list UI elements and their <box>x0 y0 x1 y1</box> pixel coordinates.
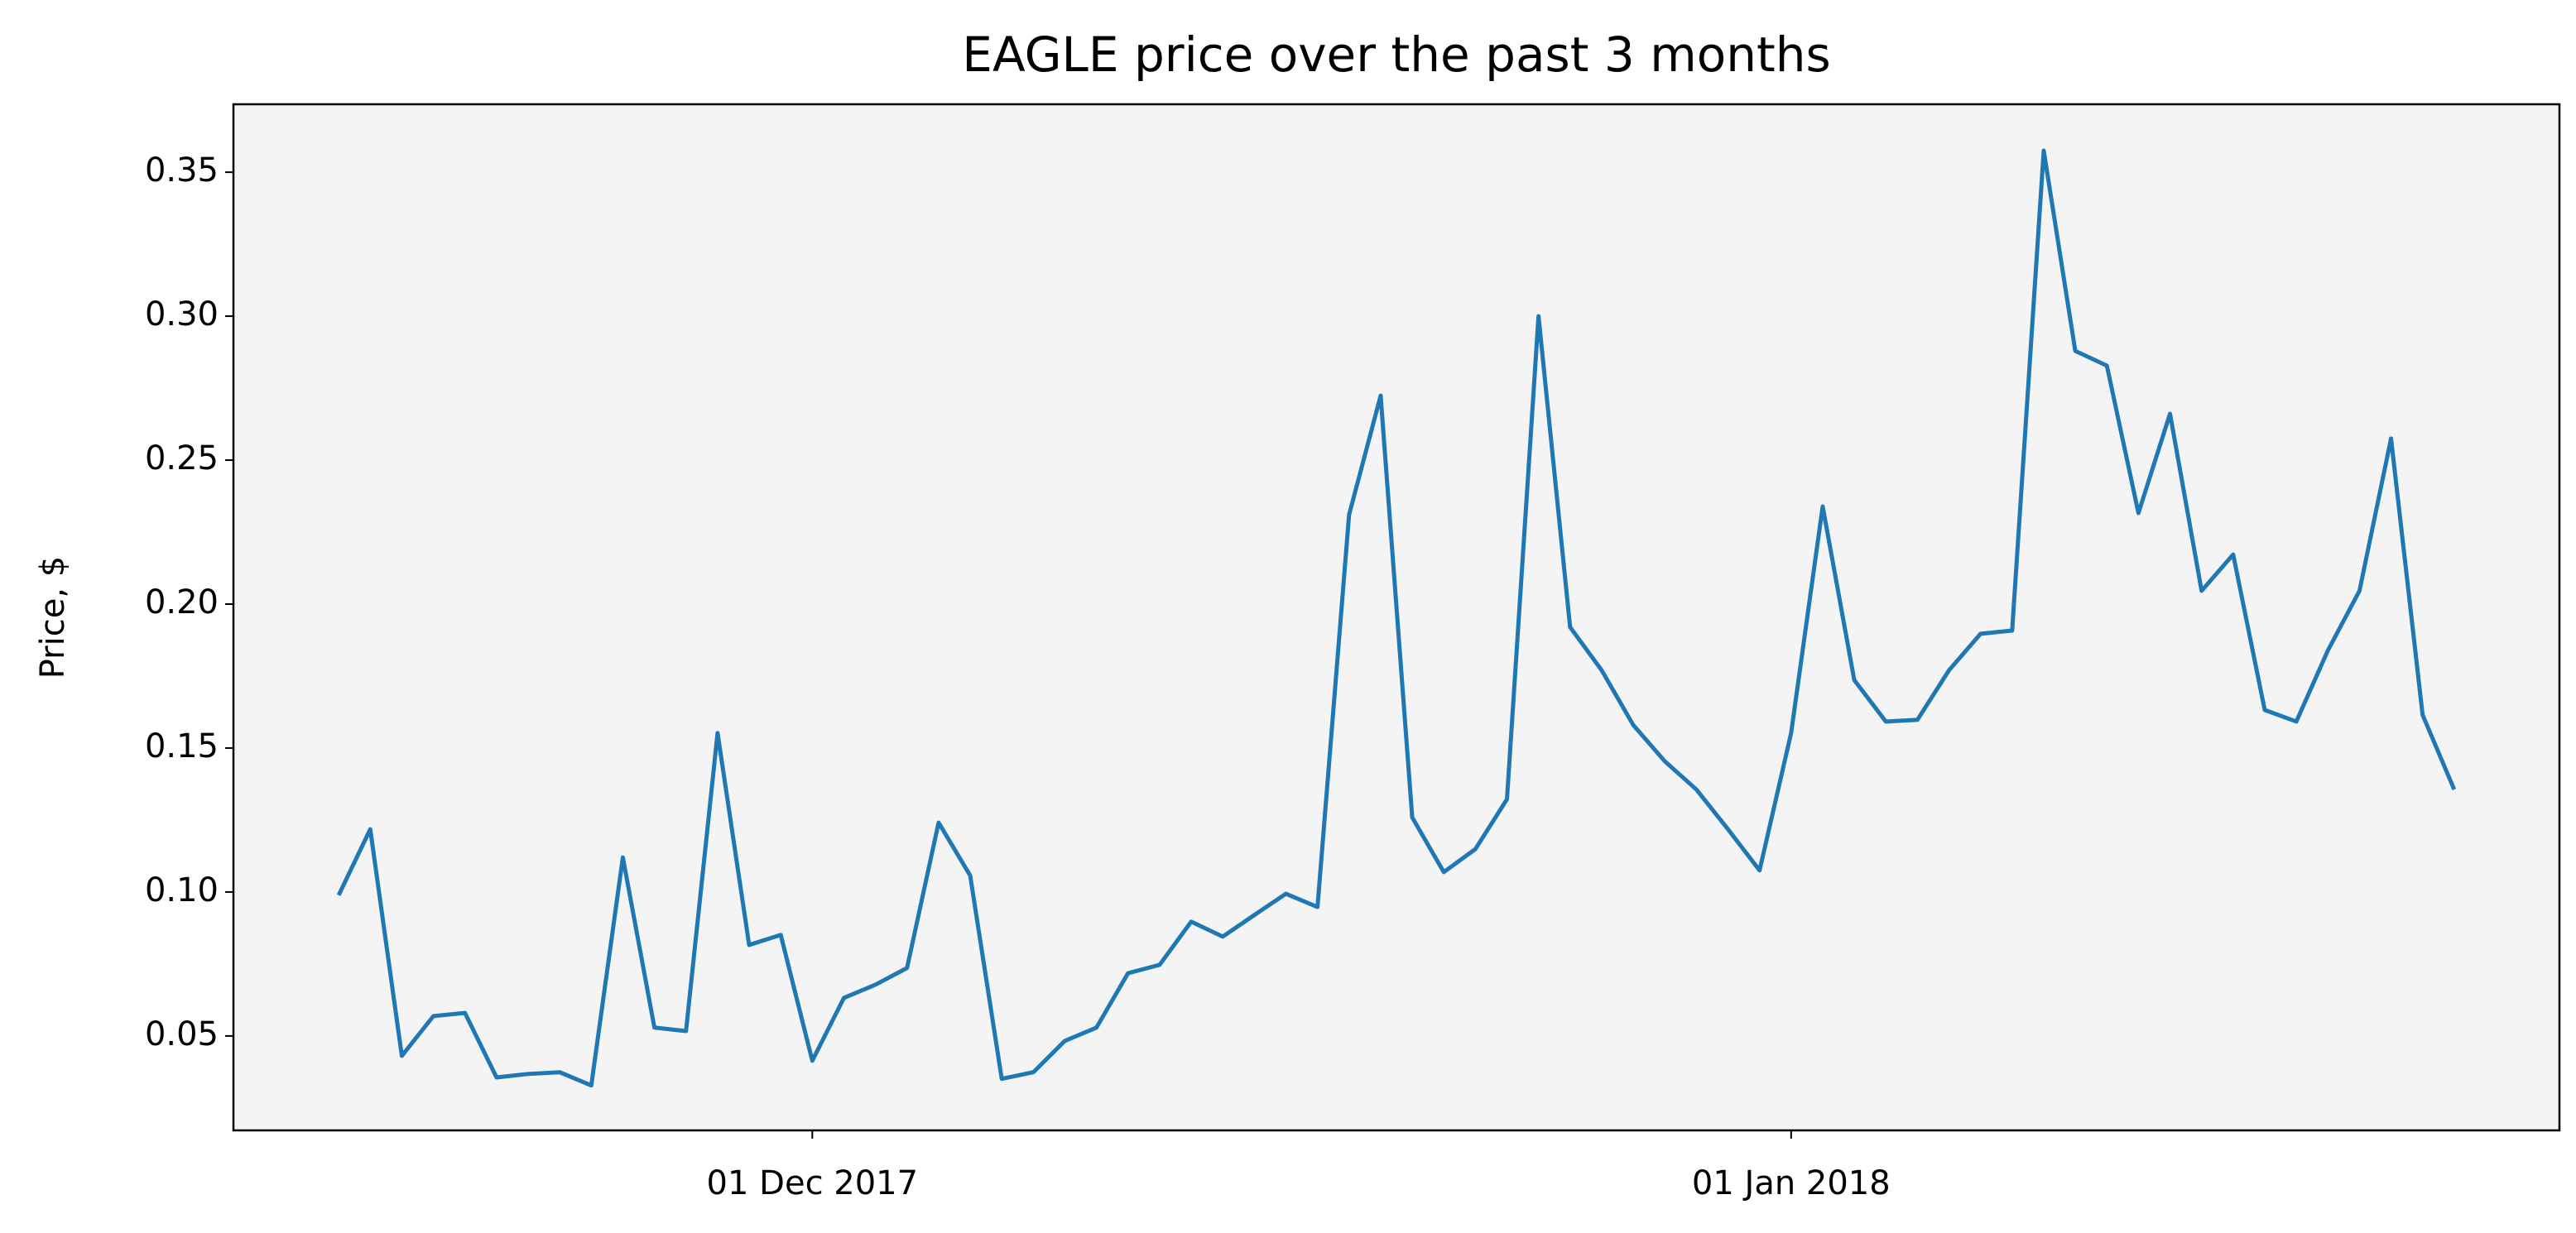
chart-title: EAGLE price over the past 3 months <box>962 26 1830 83</box>
y-tick-label: 0.15 <box>145 727 219 765</box>
y-axis-label: Price, $ <box>34 556 72 679</box>
y-tick-label: 0.30 <box>145 295 219 333</box>
y-tick-label: 0.05 <box>145 1015 219 1053</box>
y-tick-label: 0.35 <box>145 151 219 190</box>
y-tick-label: 0.10 <box>145 871 219 909</box>
x-tick-label: 01 Jan 2018 <box>1692 1164 1891 1202</box>
plot-frame <box>232 103 2561 1132</box>
price-line <box>336 148 2457 1088</box>
y-tick-label: 0.25 <box>145 439 219 477</box>
x-tick-label: 01 Dec 2017 <box>707 1164 919 1202</box>
y-tick-label: 0.20 <box>145 583 219 621</box>
